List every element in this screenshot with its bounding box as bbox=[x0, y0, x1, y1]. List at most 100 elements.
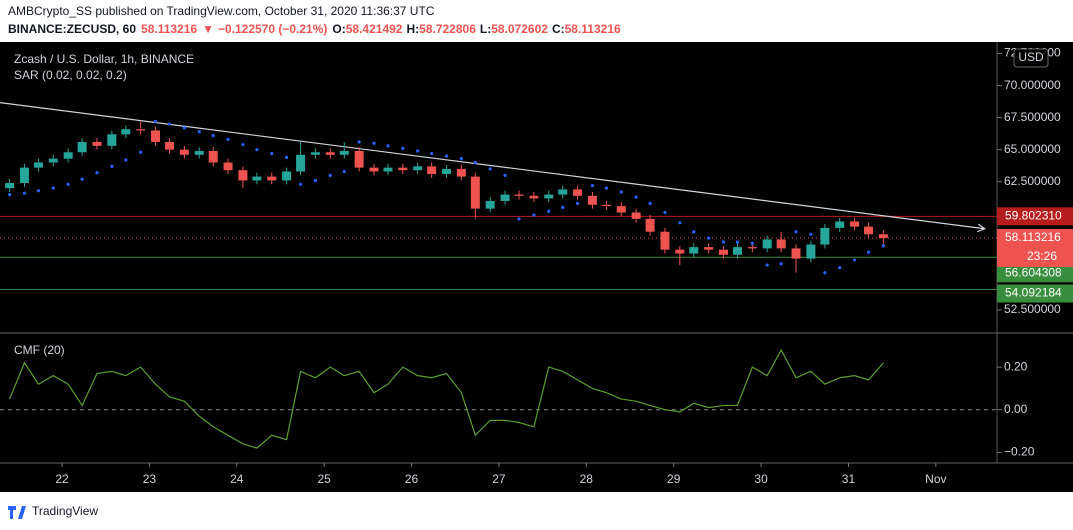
candle-body bbox=[835, 221, 845, 228]
y-tick-label: 0.00 bbox=[1004, 402, 1028, 416]
candle-body bbox=[645, 218, 655, 232]
sar-dot bbox=[298, 182, 303, 186]
sar-dot bbox=[95, 171, 99, 175]
sar-dot bbox=[473, 160, 477, 165]
sar-dot bbox=[255, 148, 259, 152]
sar-dot bbox=[167, 122, 172, 126]
sar-dot bbox=[372, 141, 376, 145]
candle-body bbox=[398, 167, 408, 171]
sar-dot bbox=[430, 151, 434, 156]
candle-body bbox=[616, 206, 626, 213]
candle-body bbox=[704, 247, 714, 250]
candle-body bbox=[864, 226, 874, 235]
candle-body bbox=[631, 212, 641, 219]
x-tick-label: 22 bbox=[55, 472, 69, 486]
sar-dot bbox=[838, 266, 842, 270]
sar-dot bbox=[634, 195, 638, 199]
candle-body bbox=[529, 195, 539, 199]
candle-body bbox=[369, 167, 379, 172]
candle-body bbox=[820, 227, 830, 245]
level-label-box bbox=[997, 207, 1073, 226]
candle-body bbox=[500, 194, 510, 201]
x-tick-label: 23 bbox=[143, 472, 157, 486]
candle-body bbox=[791, 248, 801, 259]
candle-body bbox=[107, 134, 117, 146]
countdown: 23:26 bbox=[1027, 249, 1057, 263]
trend-arrow bbox=[977, 223, 987, 233]
candle-body bbox=[77, 141, 87, 153]
candle-body bbox=[573, 189, 583, 196]
pane: 0.20 0.00 −0.20 22 23 24 25 26 27 28 29 30 31 Nov CMF … bbox=[0, 343, 1035, 486]
chart-area bbox=[0, 42, 1073, 492]
level-label: 59.802310 bbox=[1005, 208, 1062, 222]
sar-dot bbox=[51, 186, 55, 190]
sar-dot bbox=[328, 173, 332, 177]
sar-dot bbox=[735, 240, 740, 244]
sar-dot bbox=[532, 213, 536, 217]
candle-body bbox=[878, 234, 888, 239]
current-price-label: 58.113216 bbox=[1005, 230, 1061, 244]
candle-body bbox=[732, 247, 742, 255]
sar-dot bbox=[488, 167, 492, 171]
candle-body bbox=[514, 194, 524, 196]
y-tick-label: 62.500000 bbox=[1004, 174, 1061, 188]
candle-body bbox=[383, 167, 393, 172]
sar-dot bbox=[678, 221, 682, 225]
ohlc-key: L: bbox=[480, 22, 491, 36]
sar-dot bbox=[794, 230, 798, 234]
sar-dot bbox=[852, 258, 857, 262]
candle-body bbox=[776, 239, 786, 249]
sar-dot bbox=[124, 158, 128, 162]
candle-body bbox=[675, 249, 685, 254]
ohlc-value: 58.722806 bbox=[419, 22, 476, 36]
candle-body bbox=[747, 247, 757, 249]
x-tick-label: 24 bbox=[230, 472, 244, 486]
symbol: BINANCE:ZECUSD, 60 bbox=[8, 22, 136, 36]
sar-dot bbox=[809, 232, 813, 236]
candle-body bbox=[485, 200, 495, 209]
trendline bbox=[0, 102, 985, 230]
sar-dot bbox=[139, 150, 143, 154]
candle-body bbox=[442, 168, 452, 175]
sar-dot bbox=[197, 130, 201, 134]
candle-body bbox=[92, 141, 102, 146]
sar-dot bbox=[342, 169, 346, 174]
sar-dot bbox=[313, 178, 318, 183]
sar-dot bbox=[547, 209, 551, 213]
sar-dot bbox=[182, 126, 186, 130]
x-tick-label: 30 bbox=[754, 472, 768, 486]
candle-body bbox=[806, 244, 816, 259]
candle-body bbox=[544, 194, 554, 199]
sar-dot bbox=[270, 151, 274, 156]
candle-body bbox=[470, 176, 480, 209]
candle-body bbox=[282, 171, 292, 181]
sar-dot bbox=[416, 149, 420, 153]
pane-title: Zcash / U.S. Dollar, 1h, BINANCE bbox=[14, 52, 194, 66]
ohlc-value: 58.421492 bbox=[346, 22, 403, 36]
x-tick-label: 28 bbox=[580, 472, 594, 486]
candle-body bbox=[339, 150, 349, 155]
sar-dot bbox=[707, 236, 711, 240]
sar-dot bbox=[226, 137, 230, 142]
sar-dot bbox=[241, 142, 245, 147]
level-label: 54.092184 bbox=[1005, 286, 1062, 300]
sar-dot bbox=[765, 263, 769, 267]
sar-dot bbox=[386, 144, 390, 148]
x-tick-label: 31 bbox=[842, 472, 856, 486]
candle-body bbox=[762, 239, 772, 249]
ohlc-value: 58.113216 bbox=[565, 22, 621, 36]
sar-dot bbox=[663, 210, 667, 215]
level-label: 56.604308 bbox=[1005, 265, 1062, 279]
candle-body bbox=[456, 168, 466, 177]
sar-dot bbox=[357, 140, 361, 144]
candle-body bbox=[587, 195, 597, 205]
sar-dot bbox=[619, 190, 623, 194]
candle-body bbox=[427, 166, 437, 175]
change: −0.122570 (−0.21%) bbox=[218, 22, 327, 36]
sar-dot bbox=[517, 217, 521, 221]
y-tick-label: 70.000000 bbox=[1004, 78, 1061, 92]
sar-dot bbox=[823, 271, 827, 275]
sar-dot bbox=[8, 192, 12, 197]
candle-body bbox=[850, 221, 860, 227]
